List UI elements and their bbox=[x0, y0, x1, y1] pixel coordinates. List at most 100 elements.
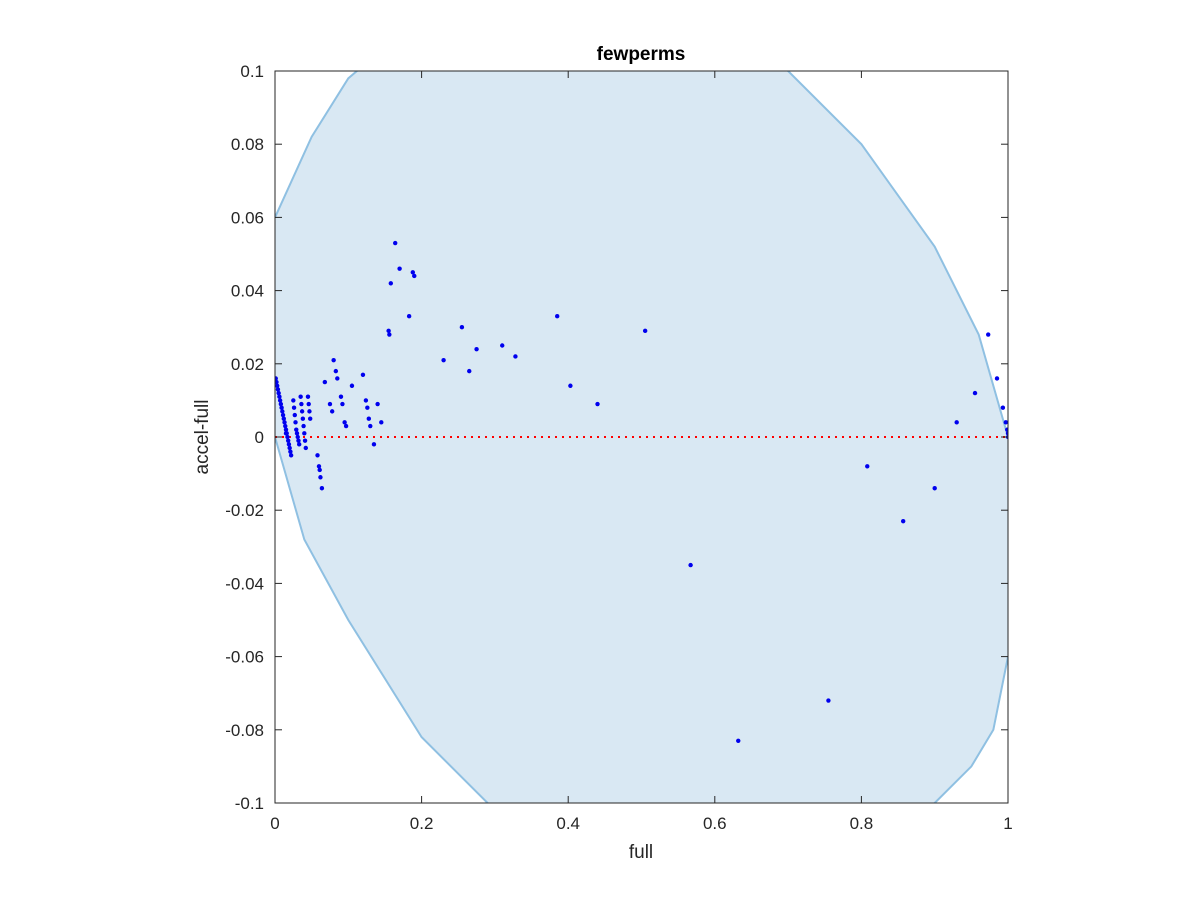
y-tick-label: 0.08 bbox=[231, 135, 264, 154]
data-point bbox=[327, 401, 333, 407]
data-point bbox=[301, 423, 306, 429]
x-tick-label: 0.8 bbox=[850, 814, 874, 833]
data-point bbox=[688, 562, 693, 568]
data-point bbox=[954, 420, 959, 425]
data-point bbox=[282, 420, 287, 425]
data-point bbox=[288, 453, 294, 458]
data-point bbox=[340, 401, 345, 407]
data-point bbox=[467, 368, 472, 374]
data-point bbox=[302, 438, 308, 443]
data-point bbox=[275, 379, 279, 385]
data-point bbox=[317, 467, 322, 473]
y-tick-label: 0 bbox=[255, 428, 264, 447]
y-tick-label: -0.08 bbox=[225, 721, 264, 740]
data-point bbox=[360, 372, 366, 377]
data-point bbox=[286, 442, 292, 447]
data-point bbox=[276, 390, 281, 396]
y-tick-label: -0.06 bbox=[225, 648, 264, 667]
x-tick-label: 0 bbox=[270, 814, 279, 833]
data-point bbox=[283, 431, 289, 436]
confidence-region bbox=[275, 71, 1008, 803]
y-tick-label: 0.1 bbox=[240, 62, 264, 81]
data-point bbox=[291, 398, 296, 403]
data-point bbox=[1000, 405, 1006, 410]
data-point bbox=[994, 376, 1000, 381]
data-point bbox=[375, 401, 380, 407]
region-lower-edge bbox=[275, 436, 1008, 803]
data-point bbox=[307, 416, 313, 421]
data-point bbox=[900, 518, 906, 524]
data-point bbox=[280, 409, 285, 414]
data-point bbox=[406, 314, 412, 319]
data-point bbox=[932, 486, 937, 491]
data-point bbox=[500, 343, 505, 348]
data-point bbox=[363, 398, 369, 403]
data-point bbox=[300, 416, 306, 421]
data-point bbox=[387, 332, 392, 337]
data-point bbox=[736, 738, 741, 743]
y-tick-label: -0.04 bbox=[225, 574, 264, 593]
data-point bbox=[293, 420, 298, 425]
data-point bbox=[294, 427, 299, 432]
data-point bbox=[333, 368, 339, 374]
data-point bbox=[568, 383, 573, 388]
data-point bbox=[275, 383, 280, 388]
data-point bbox=[288, 449, 293, 454]
data-point bbox=[283, 427, 289, 432]
data-point bbox=[371, 442, 377, 447]
y-tick-label: 0.04 bbox=[231, 282, 264, 301]
data-point bbox=[299, 401, 304, 407]
data-point bbox=[349, 383, 355, 388]
data-point bbox=[281, 416, 286, 421]
data-point bbox=[294, 431, 300, 436]
data-point bbox=[865, 464, 870, 469]
data-point bbox=[287, 445, 292, 451]
x-tick-label: 0.6 bbox=[703, 814, 727, 833]
data-point bbox=[306, 401, 311, 407]
data-point bbox=[342, 420, 347, 425]
data-point bbox=[513, 354, 518, 359]
data-point bbox=[316, 464, 322, 469]
y-tick-label: 0.02 bbox=[231, 355, 264, 374]
data-point bbox=[296, 442, 302, 447]
y-tick-label: -0.02 bbox=[225, 501, 264, 520]
data-point bbox=[285, 434, 290, 440]
data-point bbox=[298, 394, 303, 399]
data-point bbox=[285, 438, 291, 443]
data-point bbox=[410, 270, 416, 275]
data-point bbox=[338, 394, 344, 399]
y-tick-label: 0.06 bbox=[231, 208, 264, 227]
data-point bbox=[291, 405, 297, 410]
y-axis-label: accel-full bbox=[192, 400, 213, 475]
y-tick-label: -0.1 bbox=[235, 794, 264, 813]
data-point bbox=[319, 486, 325, 491]
data-point bbox=[279, 405, 284, 410]
x-axis-label: full bbox=[629, 842, 653, 863]
data-point bbox=[986, 332, 991, 337]
data-point bbox=[275, 387, 281, 392]
data-point bbox=[329, 409, 335, 414]
region-upper-edge bbox=[275, 71, 1008, 438]
data-point bbox=[295, 434, 300, 440]
data-point bbox=[642, 328, 648, 334]
data-point bbox=[296, 438, 301, 443]
data-point bbox=[277, 398, 283, 403]
x-tick-label: 0.2 bbox=[410, 814, 434, 833]
data-point bbox=[292, 412, 297, 418]
data-point bbox=[459, 325, 465, 330]
data-point bbox=[343, 423, 349, 429]
data-point bbox=[555, 314, 560, 319]
data-point bbox=[277, 394, 282, 399]
data-point bbox=[1005, 427, 1008, 432]
data-point bbox=[302, 431, 307, 436]
data-point bbox=[412, 273, 417, 279]
data-point bbox=[303, 445, 308, 451]
chart-title: fewperms bbox=[597, 44, 686, 65]
data-point bbox=[322, 379, 328, 385]
data-point bbox=[318, 475, 323, 480]
data-point bbox=[331, 357, 336, 363]
data-point bbox=[1005, 431, 1008, 436]
x-tick-label: 0.4 bbox=[556, 814, 580, 833]
data-point bbox=[379, 420, 384, 425]
